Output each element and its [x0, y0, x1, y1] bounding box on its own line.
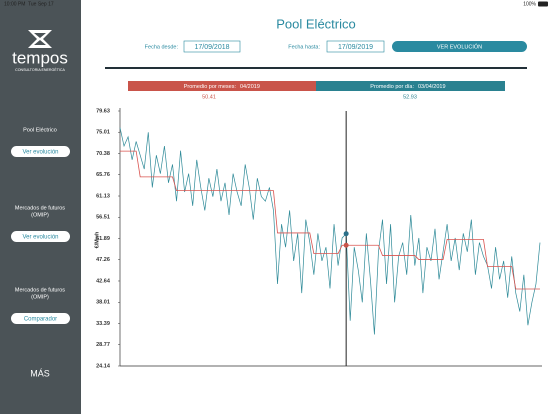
section-button[interactable] — [11, 146, 70, 157]
y-tick-label: 38.01 — [96, 300, 110, 306]
header-rule — [105, 67, 527, 69]
y-tick-label: 33.39 — [96, 321, 110, 327]
month-banner-label: Promedio por meses: — [184, 84, 237, 90]
y-tick-label: 28.77 — [96, 342, 110, 348]
y-tick-label: 56.51 — [96, 215, 110, 221]
logo-mark-cut — [34, 33, 46, 45]
from-input[interactable] — [183, 40, 241, 53]
battery-icon — [538, 1, 548, 7]
section-button-label: Ver evolución — [22, 235, 58, 241]
month-banner-value: 04/2019 — [240, 84, 260, 90]
y-tick-label: 47.26 — [96, 257, 110, 263]
logo-tagline: CONSULTORIA ENERGÉTICA — [15, 67, 65, 72]
section-button-label: Comparador — [24, 317, 57, 323]
y-tick-label: 24.14 — [96, 363, 111, 369]
y-axis-label: €/Mwh — [94, 231, 100, 248]
evolution-button[interactable] — [392, 41, 527, 52]
more-link[interactable]: MÁS — [30, 368, 50, 378]
y-tick-label: 42.64 — [96, 278, 111, 284]
status-time: 10:00 PM — [4, 1, 25, 7]
from-date: 17/09/2018 — [194, 44, 229, 51]
section-title: (OMIP) — [31, 294, 49, 300]
section-button[interactable] — [11, 313, 70, 324]
y-tick-label: 75.01 — [96, 130, 110, 136]
status-date: Tue Sep 17 — [28, 1, 54, 7]
logo-mark — [28, 30, 52, 48]
page-title: Pool Eléctrico — [276, 16, 355, 31]
from-label: Fecha desde: — [145, 44, 179, 50]
sidebar — [0, 0, 81, 414]
to-label: Fecha hasta: — [288, 44, 320, 50]
day-average-value: 52.93 — [403, 94, 417, 100]
month-marker — [343, 242, 349, 248]
status-battery: 100% — [523, 1, 536, 7]
y-tick-label: 51.89 — [96, 236, 110, 242]
y-tick-label: 79.63 — [96, 108, 110, 114]
series-line — [120, 150, 540, 290]
logo-text: tempos — [12, 48, 68, 67]
to-date: 17/09/2019 — [338, 44, 373, 51]
y-tick-label: 65.76 — [96, 172, 110, 178]
section-button-label: Ver evolución — [22, 150, 58, 156]
day-marker — [343, 231, 349, 237]
day-banner — [316, 81, 505, 91]
y-tick-label: 70.38 — [96, 151, 110, 157]
day-banner-label: Promedio por día: — [370, 84, 414, 90]
section-title: Mercados de futuros — [15, 287, 65, 293]
month-banner — [128, 81, 316, 91]
day-banner-value: 03/04/2019 — [418, 84, 446, 90]
evolution-button-label: VER EVOLUCIÓN — [437, 43, 482, 50]
series-line — [119, 127, 541, 335]
y-tick-label: 61.13 — [96, 193, 110, 199]
month-average-value: 50.41 — [202, 94, 216, 100]
section-title: Mercados de futuros — [15, 205, 65, 211]
section-title: Pool Eléctrico — [23, 127, 57, 133]
section-button[interactable] — [11, 231, 70, 242]
section-title: (OMIP) — [31, 212, 49, 218]
to-input[interactable] — [326, 40, 385, 53]
